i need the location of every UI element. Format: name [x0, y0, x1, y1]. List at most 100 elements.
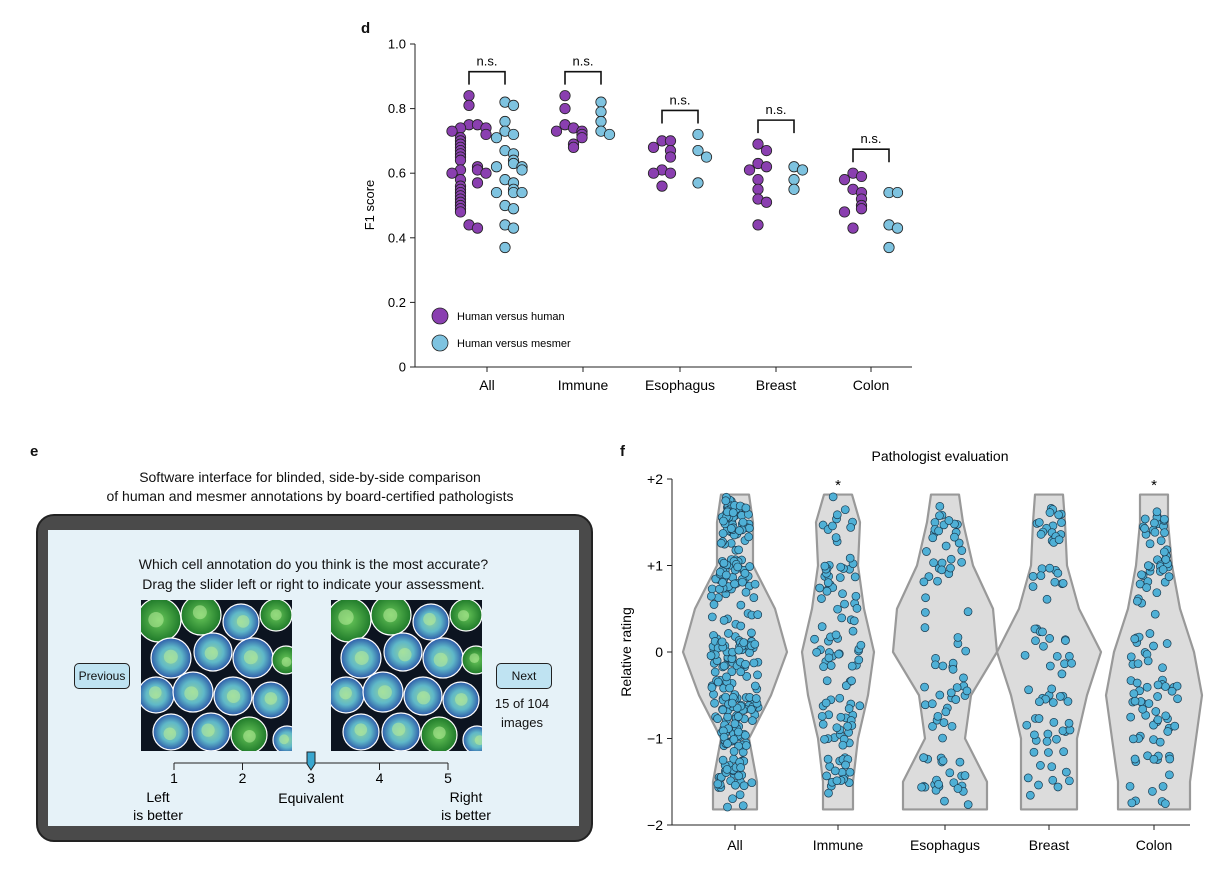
f-data-point [946, 688, 956, 698]
f-data-point [718, 529, 728, 538]
f-y-tick-label: +2 [647, 471, 663, 487]
f-data-point [835, 693, 845, 703]
f-y-tick-label: 0 [655, 644, 663, 660]
f-data-point [1126, 652, 1136, 662]
f-data-point [730, 719, 740, 729]
f-data-point [833, 604, 842, 614]
f-data-point [713, 714, 722, 723]
cell-nucleus [462, 725, 482, 751]
f-data-point [1143, 656, 1153, 666]
f-data-point [1132, 678, 1142, 688]
cell-nucleolus [398, 648, 412, 662]
f-data-point [1024, 685, 1033, 695]
f-data-point [929, 558, 938, 568]
d-data-point [490, 186, 503, 199]
f-data-point [852, 604, 862, 613]
f-data-point [1029, 747, 1039, 757]
f-data-point [847, 676, 856, 686]
f-data-point [845, 767, 855, 777]
previous-button[interactable]: Previous [74, 663, 130, 689]
f-data-point [1130, 696, 1140, 706]
f-data-point [849, 616, 859, 626]
d-data-point [692, 144, 704, 157]
f-data-point [1048, 698, 1058, 707]
d-y-tick-label: 0 [399, 360, 406, 375]
f-data-point [748, 716, 757, 725]
f-data-point [1125, 781, 1135, 791]
cell-nucleolus [474, 735, 482, 746]
d-data-point [499, 241, 511, 254]
f-data-point [830, 766, 840, 776]
software-title-line-2: of human and mesmer annotations by board… [106, 488, 514, 504]
f-data-point [716, 538, 726, 548]
d-data-point [507, 128, 520, 141]
f-data-point [733, 562, 743, 572]
left-annotation-image [141, 600, 292, 751]
f-data-point [920, 608, 930, 617]
f-data-point [848, 626, 858, 636]
panel-letter-e: e [30, 443, 39, 460]
d-data-point [550, 125, 563, 137]
f-data-point [1045, 563, 1055, 573]
cell-nucleus [271, 645, 292, 675]
f-data-point [1165, 754, 1175, 764]
f-data-point [710, 667, 720, 677]
f-data-point [1052, 734, 1061, 744]
f-data-point [751, 694, 761, 703]
d-data-point [559, 103, 571, 115]
f-data-point [725, 683, 734, 693]
f-data-point [1059, 747, 1068, 756]
f-data-point [1042, 594, 1052, 604]
f-data-point [831, 630, 841, 640]
f-data-point [1155, 737, 1165, 747]
f-data-point [1031, 636, 1040, 646]
image-counter-line-2: images [501, 715, 543, 730]
f-data-point [713, 593, 723, 603]
f-data-point [953, 784, 963, 793]
f-data-point [950, 532, 959, 542]
f-data-point [1053, 782, 1063, 792]
d-significance-bracket [661, 109, 699, 124]
f-data-point [840, 505, 850, 515]
d-y-tick-label: 0.2 [388, 295, 406, 310]
f-data-point [817, 622, 827, 631]
d-data-point [471, 222, 484, 234]
next-button[interactable]: Next [496, 663, 552, 689]
f-data-point [724, 629, 733, 638]
f-y-tick-label: +1 [647, 558, 663, 574]
cell-nucleolus [281, 657, 292, 667]
d-y-tick-label: 0.4 [388, 230, 406, 245]
f-data-point [945, 768, 955, 778]
f-data-point [834, 649, 844, 659]
f-data-point [731, 780, 740, 790]
f-data-point [1061, 636, 1070, 645]
f-data-point [1034, 518, 1044, 527]
d-data-point [692, 128, 704, 141]
f-data-point [1151, 707, 1161, 716]
d-x-tick-label: Immune [558, 377, 609, 393]
f-data-point [838, 589, 847, 599]
f-data-point [741, 730, 750, 740]
f-data-point [917, 782, 926, 792]
f-data-point [1028, 582, 1038, 591]
cell-nucleolus [201, 723, 215, 737]
cell-nucleolus [192, 605, 207, 620]
f-data-point [1050, 577, 1060, 587]
f-data-point [821, 698, 831, 708]
f-data-point [1153, 692, 1162, 701]
f-data-point [1067, 658, 1076, 668]
cell-nucleolus [148, 686, 162, 699]
f-data-point [919, 577, 929, 587]
cell-nucleolus [243, 650, 258, 665]
f-data-point [819, 662, 828, 672]
d-data-point [490, 132, 503, 144]
f-data-point [707, 683, 717, 692]
f-data-point [1133, 659, 1143, 669]
f-data-point [1158, 782, 1168, 791]
d-data-point [576, 132, 588, 144]
d-data-point [788, 183, 800, 195]
f-data-point [1156, 536, 1166, 546]
f-data-point [739, 638, 749, 647]
f-data-point [727, 698, 737, 708]
d-data-point [855, 170, 868, 183]
